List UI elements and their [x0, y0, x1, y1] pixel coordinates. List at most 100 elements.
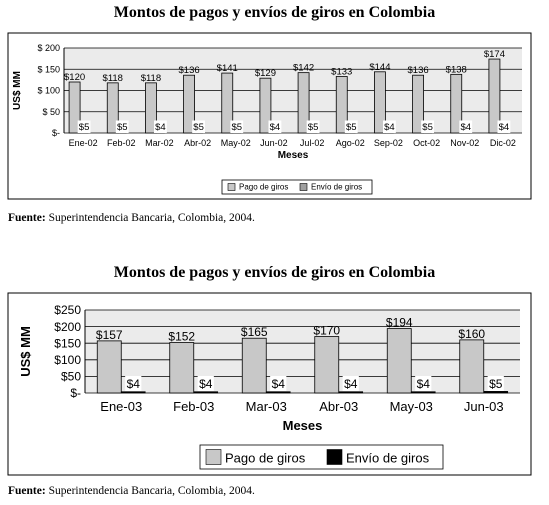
chart2-bar-pago [241, 337, 267, 394]
chart1-label-envio-bg [497, 120, 511, 133]
chart1-label-envio: $5 [346, 122, 357, 133]
chart2-xtick-label: Jun-03 [464, 399, 504, 414]
chart1-xtick-label: Sep-02 [374, 138, 403, 148]
chart2-bar-pago [96, 340, 122, 394]
chart1-label-envio: $5 [193, 122, 204, 133]
chart1-xtick-label: Nov-02 [450, 138, 479, 148]
chart1-bar-pago [488, 58, 501, 134]
chart2-legend-label-envio: Envío de giros [346, 450, 430, 465]
chart1-xtick-label: Jul-02 [300, 138, 325, 148]
chart2-legend-swatch-envio [326, 449, 343, 465]
chart2-legend-swatch-pago [205, 449, 222, 465]
chart2-xtick-label: May-03 [390, 399, 433, 414]
chart1-ytick-label: $- [52, 128, 60, 138]
chart2-source-label: Fuente: [8, 485, 46, 497]
chart2-label-envio: $5 [489, 377, 503, 391]
chart1-label-pago: $118 [103, 73, 123, 84]
chart1-label-envio-bg [192, 120, 205, 133]
chart2-label-envio-bg [415, 376, 432, 391]
chart1-label-pago: $144 [369, 62, 390, 73]
chart2-bar-envio [193, 391, 219, 394]
chart2-bar-pago [314, 336, 340, 394]
chart1-title: Montos de pagos y envíos de giros en Col… [113, 4, 436, 21]
chart1-ytick-label: $ 200 [37, 43, 60, 53]
chart1-bar-pago [412, 74, 424, 134]
chart1-bar-pago [145, 82, 157, 134]
chart1-source: Fuente: Superintendencia Bancaria, Colom… [8, 212, 255, 224]
chart1-xtick-label: Oct-02 [413, 138, 440, 148]
chart1-label-envio: $4 [460, 122, 471, 133]
chart2-ytick-label: $- [70, 386, 81, 400]
chart1-legend-swatch-pago [227, 183, 236, 191]
chart2-label-pago: $170 [313, 324, 340, 338]
chart2-xtick-label: Ene-03 [100, 399, 142, 414]
chart1-bar-pago [450, 73, 463, 134]
chart2-frame [7, 292, 532, 476]
chart1-label-pago: $142 [293, 63, 314, 74]
chart1-label-envio-bg [459, 120, 473, 133]
chart2-bar-envio [483, 391, 509, 394]
chart2-bar-envio [338, 391, 364, 394]
chart2-source: Fuente: Superintendencia Bancaria, Colom… [8, 485, 255, 497]
chart2-bar-envio [265, 391, 291, 394]
chart1-label-pago: $133 [331, 66, 352, 77]
chart1-xtick-label: May-02 [221, 138, 251, 148]
chart1-bar-pago [374, 71, 386, 134]
chart1: $- $ 50 $ 100 $ 150 $ 200 $120 $5 Ene-02 $118 $5 F… [7, 32, 532, 200]
chart2-xtick-label: Abr-03 [319, 399, 358, 414]
chart1-label-envio: $5 [308, 122, 319, 133]
chart1-ylabel: US$ MM [12, 71, 23, 110]
chart1-bar-pago [335, 76, 348, 134]
chart1-label-pago: $141 [217, 63, 238, 74]
chart1-frame [7, 32, 532, 200]
chart1-label-pago: $120 [64, 72, 85, 83]
chart1-label-envio-bg [383, 120, 396, 133]
chart1-xtick-label: Mar-02 [145, 138, 174, 148]
chart2-ytick-label: $50 [61, 370, 81, 384]
chart1-label-envio: $5 [117, 122, 128, 133]
chart1-label-pago: $174 [484, 49, 505, 60]
chart1-ytick-label: $ 100 [37, 86, 60, 96]
chart1-label-envio-bg [306, 120, 320, 133]
chart1-bar-pago [221, 72, 234, 134]
chart1-label-envio: $4 [155, 122, 166, 133]
chart2-ytick-label: $200 [54, 320, 81, 334]
chart2-label-envio-bg [487, 376, 504, 391]
chart2-ytick-label: $250 [54, 303, 81, 317]
chart1-label-pago: $138 [446, 64, 467, 75]
chart2-xtick-label: Mar-03 [246, 399, 287, 414]
chart2-bar-pago [169, 342, 195, 394]
chart2-label-envio-bg [197, 376, 214, 391]
chart1-label-envio: $5 [79, 122, 90, 133]
chart1-xtick-label: Abr-02 [184, 138, 211, 148]
chart1-label-envio: $4 [499, 122, 510, 133]
chart2-xlabel: Meses [283, 418, 323, 433]
chart1-bar-pago [68, 81, 81, 134]
chart2-plot-area [85, 310, 520, 393]
chart2-label-pago: $152 [168, 330, 195, 344]
chart2: $- $50 $100 $150 $200 $250 $157 $4 Ene-03 $152 $4 F… [7, 292, 532, 476]
chart1-source-label: Fuente: [8, 212, 46, 224]
chart2-label-envio-bg [270, 376, 287, 391]
chart2-label-envio: $4 [127, 377, 141, 391]
chart1-bar-pago [106, 82, 119, 134]
chart1-xtick-label: Feb-02 [107, 138, 136, 148]
chart1-xlabel: Meses [278, 150, 309, 161]
chart2-label-pago: $194 [386, 316, 413, 330]
chart2-label-pago: $157 [96, 328, 123, 342]
chart1-label-pago: $136 [179, 65, 200, 76]
chart2-ytick-label: $150 [54, 336, 81, 350]
chart1-bar-pago [297, 72, 310, 134]
chart1-label-envio-bg [344, 120, 358, 133]
chart1-label-envio-bg [154, 120, 167, 133]
chart1-label-envio-bg [421, 120, 434, 133]
chart1-label-envio: $5 [231, 122, 242, 133]
chart1-xtick-label: Ene-02 [69, 138, 98, 148]
chart1-legend [221, 179, 373, 195]
chart2-bar-pago [386, 328, 412, 394]
chart2-label-envio-bg [342, 376, 359, 391]
chart1-bar-pago [183, 74, 195, 134]
chart1-legend-label-pago: Pago de giros [239, 182, 288, 191]
chart2-xtick-label: Feb-03 [173, 399, 214, 414]
chart2-label-envio: $4 [272, 377, 286, 391]
